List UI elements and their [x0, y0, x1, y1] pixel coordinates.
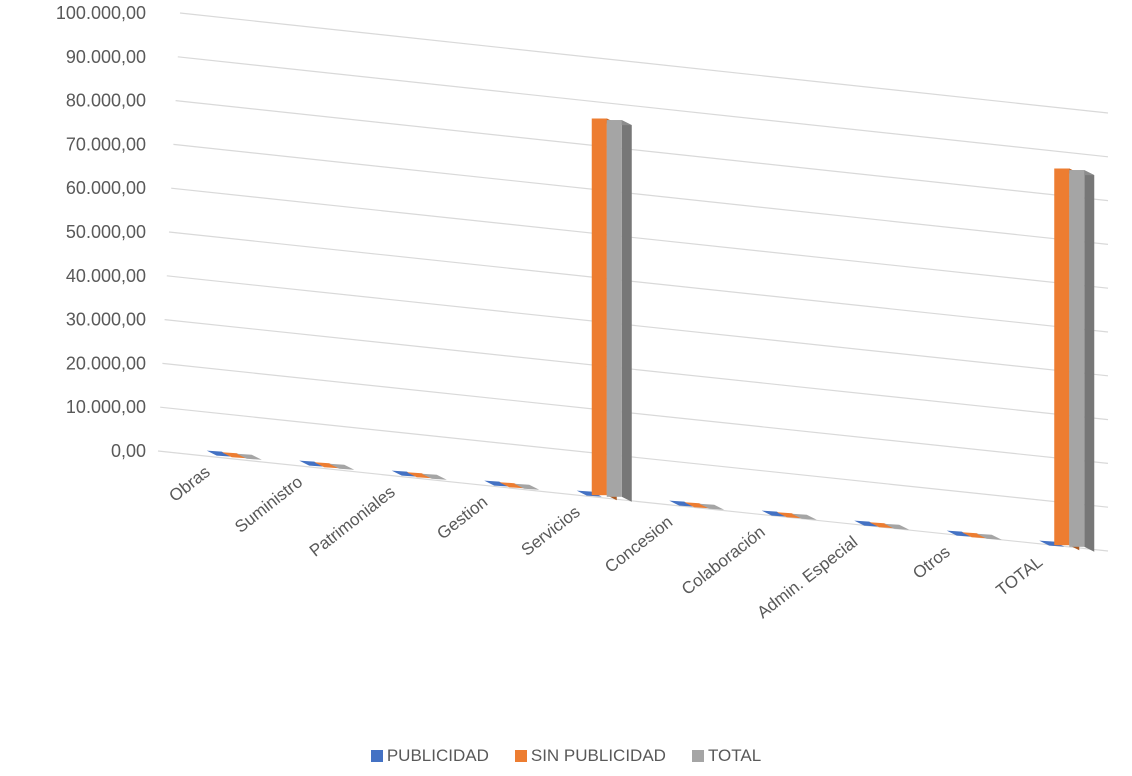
bar-publicidad-1: [206, 450, 232, 457]
gridline: [171, 187, 1109, 289]
bar-publicidad-8: [854, 520, 880, 527]
y-tick-label: 70.000,00: [66, 134, 146, 154]
y-tick-label: 30.000,00: [66, 310, 146, 330]
legend-item: SIN PUBLICIDAD: [514, 746, 666, 766]
gridline: [164, 319, 1109, 421]
legend-item: PUBLICIDAD: [370, 746, 489, 766]
bar-publicidad-6: [669, 500, 695, 507]
bar-publicidad-7: [761, 510, 787, 517]
x-tick-label: Colaboración: [678, 522, 769, 599]
x-tick-label: Otros: [909, 542, 953, 583]
x-tick-label: Concesion: [601, 512, 676, 576]
gridline: [162, 362, 1109, 464]
bar-total-3: [421, 473, 447, 480]
gridline: [168, 231, 1109, 333]
bar-total-5: [606, 120, 632, 502]
x-tick-label: TOTAL: [993, 552, 1047, 600]
legend-label: TOTAL: [707, 746, 762, 765]
legend: PUBLICIDAD SIN PUBLICIDAD TOTAL: [0, 746, 1132, 766]
bar-publicidad-9: [946, 530, 972, 537]
bar-sin-publicidad-2: [314, 462, 340, 469]
x-tick-label: Obras: [166, 462, 214, 505]
bar-sin-publicidad-3: [406, 472, 432, 479]
y-tick-label: 40.000,00: [66, 266, 146, 286]
gridline: [179, 12, 1109, 114]
y-tick-label: 20.000,00: [66, 353, 146, 373]
y-tick-label: 100.000,00: [56, 3, 146, 23]
y-tick-label: 0,00: [111, 441, 146, 461]
legend-swatch: [691, 750, 704, 762]
y-tick-label: 10.000,00: [66, 397, 146, 417]
bar-sin-publicidad-6: [684, 502, 710, 509]
gridline: [166, 275, 1109, 377]
y-tick-label: 60.000,00: [66, 178, 146, 198]
bar-chart-3d: 0,00 10.000,00 20.000,00 30.000,00 40.000,00…: [56, 3, 1109, 622]
gridline: [175, 100, 1109, 202]
legend-label: PUBLICIDAD: [386, 746, 489, 765]
bar-publicidad-2: [299, 460, 325, 467]
x-tick-label: Admin. Especial: [753, 532, 861, 622]
bar-publicidad-3: [391, 470, 417, 477]
x-tick-label: Suministro: [231, 472, 306, 536]
x-tick-label: Patrimoniales: [306, 482, 399, 560]
y-tick-label: 50.000,00: [66, 222, 146, 242]
bar-sin-publicidad-1: [221, 452, 247, 459]
legend-swatch: [514, 750, 527, 762]
legend-swatch: [370, 750, 383, 762]
bar-total-6: [699, 503, 725, 510]
x-tick-label: Gestion: [433, 492, 491, 543]
gridlines: [157, 12, 1109, 552]
y-tick-label: 80.000,00: [66, 91, 146, 111]
bars: [206, 118, 1095, 552]
bar-sin-publicidad-9: [961, 532, 987, 539]
gridline: [173, 143, 1109, 245]
legend-label: SIN PUBLICIDAD: [530, 746, 666, 765]
y-axis-tick-labels: 0,00 10.000,00 20.000,00 30.000,00 40.000,00…: [56, 3, 146, 461]
bar-total-1: [236, 453, 262, 460]
y-tick-label: 90.000,00: [66, 47, 146, 67]
bar-total-8: [884, 523, 910, 530]
bar-total-7: [791, 513, 817, 520]
bar-publicidad-4: [484, 480, 510, 487]
gridline: [177, 56, 1109, 158]
bar-sin-publicidad-8: [869, 522, 895, 529]
bar-total-9: [976, 533, 1002, 540]
bar-sin-publicidad-7: [776, 512, 802, 519]
bar-total-10: [1069, 170, 1095, 552]
bar-sin-publicidad-4: [499, 482, 525, 489]
bar-total-4: [514, 483, 540, 490]
legend-item: TOTAL: [691, 746, 762, 766]
gridline: [157, 450, 1109, 552]
x-tick-label: Servicios: [518, 502, 584, 559]
bar-total-2: [329, 463, 355, 470]
gridline: [160, 406, 1109, 508]
